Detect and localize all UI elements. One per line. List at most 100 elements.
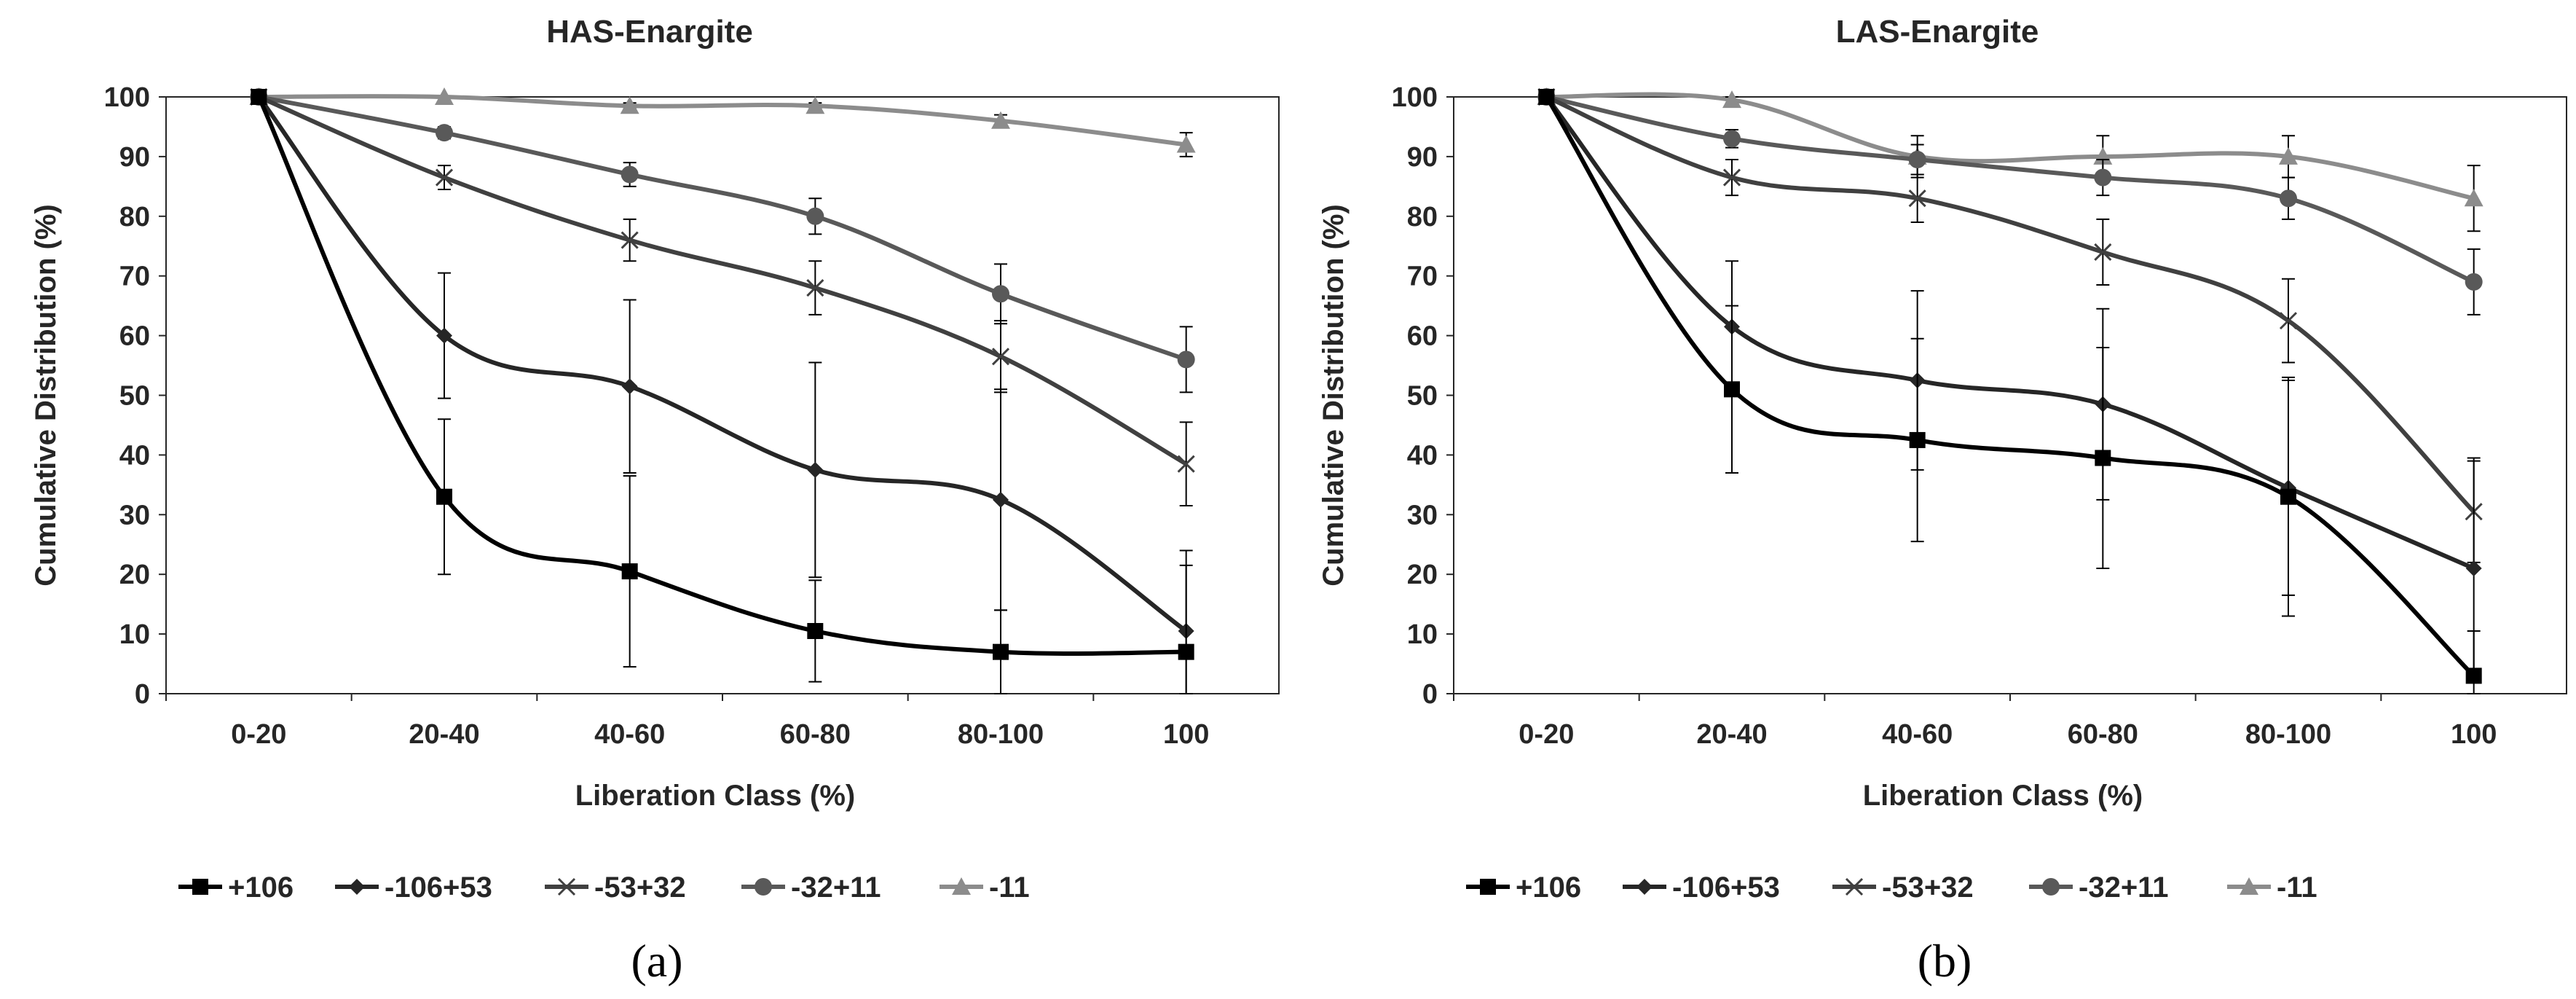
legend-item: -32+11 bbox=[741, 871, 881, 904]
series-line bbox=[258, 95, 1187, 362]
legend-label: -106+53 bbox=[1672, 871, 1780, 904]
x-tick-label: 100 bbox=[1163, 719, 1209, 750]
legend-item: -53+32 bbox=[545, 871, 686, 904]
data-point bbox=[2465, 560, 2482, 577]
chart-title: HAS-Enargite bbox=[546, 14, 753, 50]
x-tick-label: 20-40 bbox=[1696, 719, 1767, 750]
y-tick-label: 40 bbox=[1407, 440, 1438, 471]
data-point bbox=[1177, 350, 1195, 369]
legend: +106 -106+53 -53+32 -32+11 -11 bbox=[1466, 871, 2317, 904]
data-point bbox=[1722, 168, 1741, 187]
data-point bbox=[2279, 312, 2298, 330]
data-point bbox=[1724, 381, 1740, 398]
x-axis-label: Liberation Class (%) bbox=[1863, 780, 2143, 812]
data-point bbox=[807, 461, 824, 478]
y-tick-label: 60 bbox=[119, 321, 150, 352]
data-point bbox=[621, 231, 639, 249]
chart-panel-a: HAS-Enargite 0 10 20 30 40 50 60 70 80 90 100 0-20 20… bbox=[30, 14, 1280, 987]
y-tick-label: 30 bbox=[119, 500, 150, 530]
x-axis-label: Liberation Class (%) bbox=[575, 780, 856, 812]
data-point bbox=[436, 124, 453, 142]
data-point bbox=[2095, 450, 2111, 466]
error-bar bbox=[1179, 549, 1193, 694]
data-point bbox=[993, 643, 1009, 660]
legend-label: -11 bbox=[989, 871, 1030, 904]
y-tick-label: 90 bbox=[1407, 142, 1438, 173]
legend-marker bbox=[755, 878, 772, 896]
legend-item: -53+32 bbox=[1832, 871, 1974, 904]
series-+106 bbox=[1538, 89, 2482, 694]
series--32+11 bbox=[1537, 88, 2483, 316]
series-line bbox=[1544, 95, 2475, 571]
data-point bbox=[621, 165, 639, 184]
data-point bbox=[991, 348, 1010, 366]
x-tick-label: 60-80 bbox=[780, 719, 851, 750]
y-tick-label: 80 bbox=[1407, 202, 1438, 232]
x-tick-label: 60-80 bbox=[2068, 719, 2138, 750]
data-point bbox=[2465, 667, 2482, 684]
data-point bbox=[806, 279, 824, 297]
data-point bbox=[1178, 643, 1194, 660]
y-tick-label: 70 bbox=[119, 262, 150, 292]
legend-item: -11 bbox=[940, 871, 1030, 904]
legend-marker bbox=[1845, 877, 1864, 896]
legend-item: -106+53 bbox=[335, 871, 492, 904]
legend-label: -53+32 bbox=[1882, 871, 1974, 904]
series-line bbox=[1544, 95, 2475, 678]
legend-item: -32+11 bbox=[2029, 871, 2168, 904]
series-line bbox=[256, 95, 1186, 656]
data-point bbox=[1538, 89, 1555, 105]
data-point bbox=[251, 89, 267, 105]
series-line bbox=[259, 94, 1187, 147]
y-tick-label: 50 bbox=[1407, 381, 1438, 412]
data-point bbox=[621, 378, 638, 395]
x-tick-label: 20-40 bbox=[409, 719, 479, 750]
y-tick-label: 30 bbox=[1407, 500, 1438, 530]
panel-label: (b) bbox=[1918, 935, 1972, 987]
legend-marker bbox=[2240, 877, 2258, 895]
data-point bbox=[620, 96, 639, 114]
legend-label: -53+32 bbox=[594, 871, 686, 904]
y-tick-label: 40 bbox=[119, 440, 150, 471]
x-tick-label: 0-20 bbox=[1519, 719, 1574, 750]
legend-marker bbox=[349, 879, 365, 895]
error-bar bbox=[2467, 630, 2481, 694]
y-tick-label: 20 bbox=[1407, 560, 1438, 590]
y-axis-label: Cumulative Distribution (%) bbox=[30, 204, 62, 586]
data-point bbox=[2279, 146, 2298, 165]
legend-label: +106 bbox=[1516, 871, 1581, 904]
data-point bbox=[992, 285, 1009, 303]
data-point bbox=[807, 623, 824, 640]
data-point bbox=[806, 207, 824, 225]
y-tick-label: 50 bbox=[119, 381, 150, 412]
y-tick-label: 100 bbox=[104, 82, 150, 113]
data-point bbox=[1723, 130, 1741, 148]
data-point bbox=[435, 168, 454, 187]
data-point bbox=[2280, 189, 2297, 208]
data-point bbox=[991, 111, 1010, 129]
legend-marker bbox=[557, 877, 576, 896]
legend-marker bbox=[2042, 878, 2060, 896]
series--32+11 bbox=[250, 88, 1195, 393]
data-point bbox=[621, 563, 638, 580]
data-point bbox=[993, 491, 1009, 508]
data-point bbox=[1908, 150, 1926, 168]
series-line bbox=[1545, 95, 2475, 284]
x-tick-label: 40-60 bbox=[1882, 719, 1953, 750]
legend-marker bbox=[1480, 879, 1496, 895]
chart-panel-b: LAS-Enargite 0 10 20 30 40 50 60 70 80 90 100 0-20 20… bbox=[1317, 14, 2567, 987]
legend-label: -32+11 bbox=[791, 871, 881, 904]
data-point bbox=[2094, 168, 2112, 187]
y-axis-label: Cumulative Distribution (%) bbox=[1317, 204, 1350, 586]
legend-label: -32+11 bbox=[2079, 871, 2168, 904]
series--53+32 bbox=[250, 87, 1195, 507]
legend-marker bbox=[952, 877, 971, 895]
data-point bbox=[2464, 189, 2484, 207]
plot-area-frame bbox=[1453, 96, 2567, 694]
y-tick-label: 100 bbox=[1392, 82, 1438, 113]
x-tick-label: 100 bbox=[2451, 719, 2497, 750]
x-tick-label: 40-60 bbox=[594, 719, 665, 750]
y-tick-label: 20 bbox=[119, 560, 150, 590]
series-line bbox=[256, 95, 1188, 633]
